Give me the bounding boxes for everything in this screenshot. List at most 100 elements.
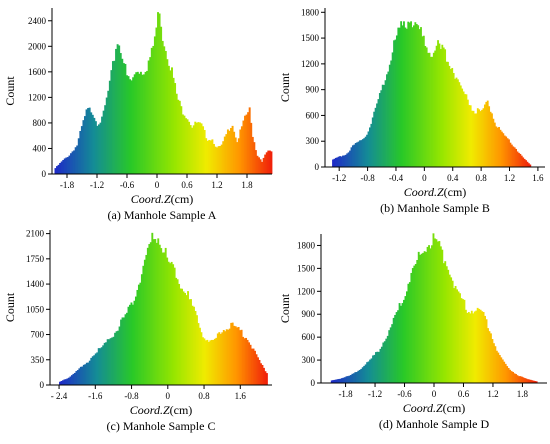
histogram-bar xyxy=(425,47,428,168)
histogram-bar xyxy=(373,354,376,383)
histogram-bar xyxy=(130,302,133,385)
histogram-bar xyxy=(504,363,507,383)
x-tick-label: -0.8 xyxy=(124,391,139,401)
histogram-bar xyxy=(481,109,483,167)
panel-caption: (b) Manhole Sample B xyxy=(380,201,490,215)
histogram-bar xyxy=(169,263,172,385)
histogram-bar xyxy=(230,322,233,385)
histogram-bar xyxy=(102,110,105,174)
y-axis-title: Count xyxy=(3,76,17,106)
histogram-bar xyxy=(404,296,407,383)
histogram-bar xyxy=(181,288,184,385)
histogram-bar xyxy=(178,283,181,385)
histogram-bar xyxy=(386,335,389,383)
histogram-bar xyxy=(462,91,465,167)
histogram-bar xyxy=(115,48,118,174)
histogram-bar xyxy=(420,253,423,383)
histogram-bar xyxy=(501,359,504,383)
histogram-bar xyxy=(212,143,215,174)
histogram-bar xyxy=(426,246,429,383)
histogram-bar xyxy=(151,232,154,385)
histogram-bar xyxy=(222,141,225,174)
x-axis-title: Coord.Z(cm) xyxy=(130,403,193,417)
histogram-bar xyxy=(214,146,217,174)
histogram-bar xyxy=(220,144,223,174)
histogram-bar xyxy=(379,348,382,383)
histogram-bar xyxy=(66,378,69,385)
histogram-bar xyxy=(360,368,363,383)
histogram-bar xyxy=(519,153,522,167)
histogram-bar xyxy=(203,129,206,174)
histogram-bar xyxy=(221,332,224,385)
histogram-bar xyxy=(204,340,207,385)
histogram-bar xyxy=(215,337,218,385)
histogram-bar xyxy=(137,284,140,385)
x-tick-label: -0.6 xyxy=(397,389,412,399)
histogram-bar xyxy=(413,25,415,167)
histogram-bar xyxy=(239,129,242,174)
histogram-bar xyxy=(143,74,145,174)
histogram-bar xyxy=(155,242,158,385)
histogram-bar xyxy=(469,105,472,167)
histogram-bar xyxy=(479,309,482,383)
histogram-bar xyxy=(418,29,421,167)
histogram-bar xyxy=(439,246,442,383)
histogram-bar xyxy=(132,304,134,385)
histogram-bar xyxy=(370,358,373,383)
panel-caption: (d) Manhole Sample D xyxy=(379,417,490,431)
x-tick-label: 0.8 xyxy=(476,173,488,183)
y-tick-label: 1200 xyxy=(297,286,316,296)
x-axis-title-variable: Coord.Z xyxy=(130,403,170,417)
y-tick-label: 0 xyxy=(42,169,47,179)
histogram-bar xyxy=(490,333,492,383)
histogram-bar xyxy=(228,130,231,174)
histogram-bar xyxy=(208,139,211,174)
histogram-bar xyxy=(161,252,164,385)
histogram-bar xyxy=(68,155,71,174)
histogram-bar xyxy=(147,60,150,175)
histogram-bar xyxy=(492,118,495,167)
histogram-bar xyxy=(445,61,448,168)
histogram-bar xyxy=(63,158,66,174)
histogram-bar xyxy=(184,292,186,385)
histogram-bar xyxy=(143,259,146,385)
x-axis-title: Coord.Z(cm) xyxy=(131,192,194,206)
histogram-bar xyxy=(85,362,88,385)
histogram-bar xyxy=(108,80,111,174)
histogram-bar xyxy=(408,22,411,167)
histogram-bar xyxy=(534,381,537,383)
histogram-bar xyxy=(81,366,84,385)
histogram-bar xyxy=(224,331,227,385)
histogram-bar xyxy=(483,104,486,167)
histogram-bar xyxy=(377,351,380,383)
histogram-bar xyxy=(216,147,219,174)
histogram-bar xyxy=(459,85,462,167)
histogram-bar xyxy=(336,379,339,383)
histogram-bar xyxy=(217,146,220,174)
histogram-bar xyxy=(389,327,392,383)
histogram-bar xyxy=(388,330,391,383)
histogram-bar xyxy=(352,373,355,383)
histogram-bar xyxy=(113,60,116,174)
histogram-bar xyxy=(466,99,469,167)
histogram-bar xyxy=(334,157,337,167)
histogram-bar xyxy=(359,140,361,167)
histogram-bar xyxy=(515,148,518,167)
histogram-bar xyxy=(369,359,372,383)
histogram-bar xyxy=(355,372,358,383)
histogram-bar xyxy=(207,341,210,385)
histogram-bar xyxy=(75,371,78,385)
histogram-bar xyxy=(509,142,512,167)
histogram-bar xyxy=(442,263,445,383)
x-tick-label: 0.4 xyxy=(447,173,459,183)
histogram-bar xyxy=(219,333,222,385)
histogram-bar xyxy=(427,52,430,167)
histogram-bar xyxy=(270,151,273,174)
histogram-bar xyxy=(62,380,64,385)
histogram-bar xyxy=(149,242,152,385)
histogram-bar xyxy=(366,134,368,167)
histogram-bar xyxy=(150,47,153,175)
histogram-bar xyxy=(222,329,225,385)
histogram-bar xyxy=(425,251,428,383)
histogram-bar xyxy=(460,298,463,383)
